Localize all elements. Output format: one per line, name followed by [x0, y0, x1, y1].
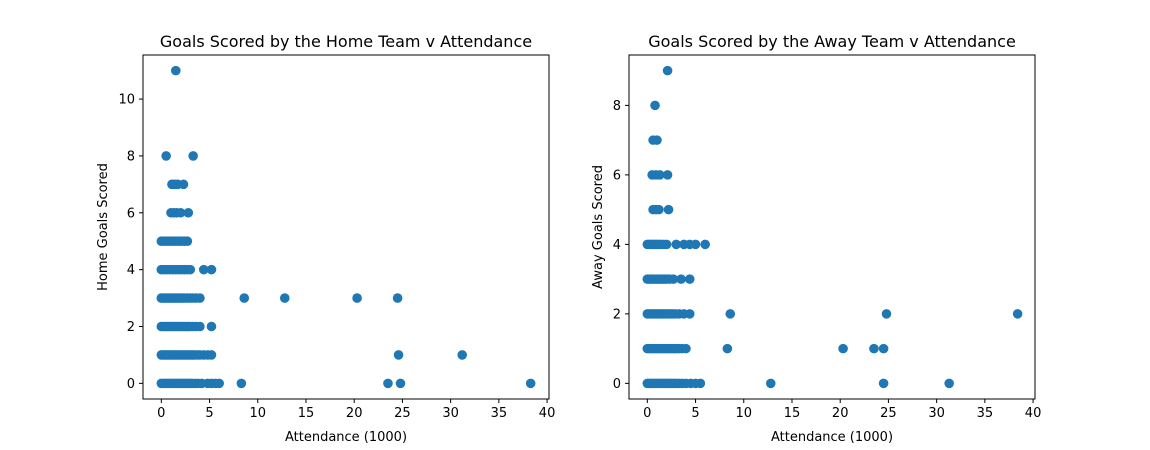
x-tick-label: 5	[205, 406, 213, 421]
y-tick-label: 0	[127, 377, 135, 392]
scatter-point	[684, 309, 695, 319]
scatter-point	[695, 378, 706, 389]
scatter-point	[725, 309, 736, 319]
x-axis-label: Attendance (1000)	[285, 430, 407, 445]
scatter-point	[681, 343, 691, 354]
scatter-point	[206, 350, 217, 360]
scatter-point	[661, 239, 672, 250]
scatter-points	[642, 65, 1023, 389]
scatter-point	[838, 343, 848, 354]
scatter-point	[654, 204, 664, 215]
y-tick-label: 10	[118, 93, 135, 108]
scatter-point	[662, 65, 673, 76]
x-tick-label: 35	[491, 406, 508, 421]
x-tick-label: 30	[442, 406, 459, 421]
x-tick-label: 40	[1025, 406, 1042, 421]
scatter-point	[869, 343, 879, 354]
x-tick-label: 25	[394, 406, 411, 421]
scatter-point	[393, 350, 404, 360]
y-axis-ticks: 0 2 4 6 8 10	[118, 93, 143, 392]
scatter-point	[878, 343, 889, 354]
scatter-point	[878, 378, 889, 389]
y-tick-label: 6	[127, 206, 135, 221]
y-tick-label: 2	[613, 307, 621, 322]
scatter-point	[352, 293, 362, 303]
x-tick-label: 40	[539, 406, 556, 421]
scatter-point	[525, 378, 536, 389]
x-tick-label: 0	[157, 406, 165, 421]
y-tick-label: 0	[613, 377, 621, 392]
scatter-point	[206, 321, 217, 332]
y-tick-label: 2	[127, 320, 135, 335]
y-tick-label: 4	[127, 263, 135, 278]
scatter-point	[944, 378, 954, 389]
scatter-point	[214, 378, 224, 389]
y-axis-label: Home Goals Scored	[96, 163, 111, 291]
x-tick-label: 10	[735, 406, 752, 421]
chart-title: Goals Scored by the Home Team v Attendan…	[160, 32, 532, 51]
scatter-point	[182, 236, 193, 247]
plot-frame	[142, 54, 550, 400]
scatter-point	[392, 293, 403, 303]
x-tick-label: 15	[784, 406, 801, 421]
x-tick-label: 20	[832, 406, 849, 421]
scatter-point	[206, 264, 217, 275]
scatter-point	[662, 170, 673, 180]
scatter-point	[178, 179, 189, 190]
scatter-point	[279, 293, 290, 303]
scatter-point	[183, 207, 194, 218]
scatter-point	[650, 100, 660, 111]
scatter-point	[161, 151, 171, 161]
scatter-point	[195, 321, 205, 332]
scatter-point	[652, 135, 662, 145]
scatter-point	[881, 309, 892, 319]
scatter-point	[1012, 309, 1023, 319]
y-tick-label: 6	[613, 168, 621, 183]
chart-title: Goals Scored by the Away Team v Attendan…	[648, 32, 1016, 51]
scatter-point	[690, 239, 701, 250]
x-tick-label: 5	[691, 406, 699, 421]
y-axis-label: Away Goals Scored	[591, 165, 606, 289]
scatter-point	[175, 207, 186, 218]
away-goals-chart: Goals Scored by the Away Team v Attendan…	[591, 32, 1041, 445]
scatter-point	[655, 170, 665, 180]
plot-frame	[628, 54, 1036, 400]
y-axis-ticks: 0 2 4 6 8	[613, 99, 629, 392]
y-tick-label: 8	[613, 99, 621, 114]
x-tick-label: 15	[298, 406, 315, 421]
x-tick-label: 35	[977, 406, 994, 421]
scatter-point	[700, 239, 710, 250]
x-tick-label: 20	[346, 406, 363, 421]
scatter-point	[457, 350, 468, 360]
scatter-point	[185, 264, 196, 275]
scatter-point	[170, 65, 181, 76]
home-goals-chart: Goals Scored by the Home Team v Attendan…	[96, 32, 555, 445]
x-tick-label: 0	[643, 406, 651, 421]
y-tick-label: 8	[127, 149, 135, 164]
scatter-point	[668, 274, 679, 284]
x-tick-label: 30	[928, 406, 945, 421]
scatter-point	[395, 378, 406, 389]
scatter-point	[236, 378, 247, 389]
x-axis-label: Attendance (1000)	[771, 430, 893, 445]
y-tick-label: 4	[613, 238, 621, 253]
x-tick-label: 10	[249, 406, 266, 421]
scatter-point	[188, 151, 198, 161]
x-axis-ticks: 0 5 10 15 20 25 30 35 40	[157, 399, 555, 421]
scatter-point	[195, 293, 205, 303]
scatter-point	[383, 378, 393, 389]
scatter-points	[156, 65, 536, 389]
x-axis-ticks: 0 5 10 15 20 25 30 35 40	[643, 399, 1041, 421]
scatter-point	[663, 204, 674, 215]
scatter-point	[765, 378, 776, 389]
scatter-point	[671, 239, 682, 250]
scatter-point	[239, 293, 250, 303]
scatter-point	[198, 264, 209, 275]
x-tick-label: 25	[880, 406, 897, 421]
scatter-point	[676, 274, 686, 284]
scatter-point	[722, 343, 733, 354]
scatter-point	[684, 274, 695, 284]
